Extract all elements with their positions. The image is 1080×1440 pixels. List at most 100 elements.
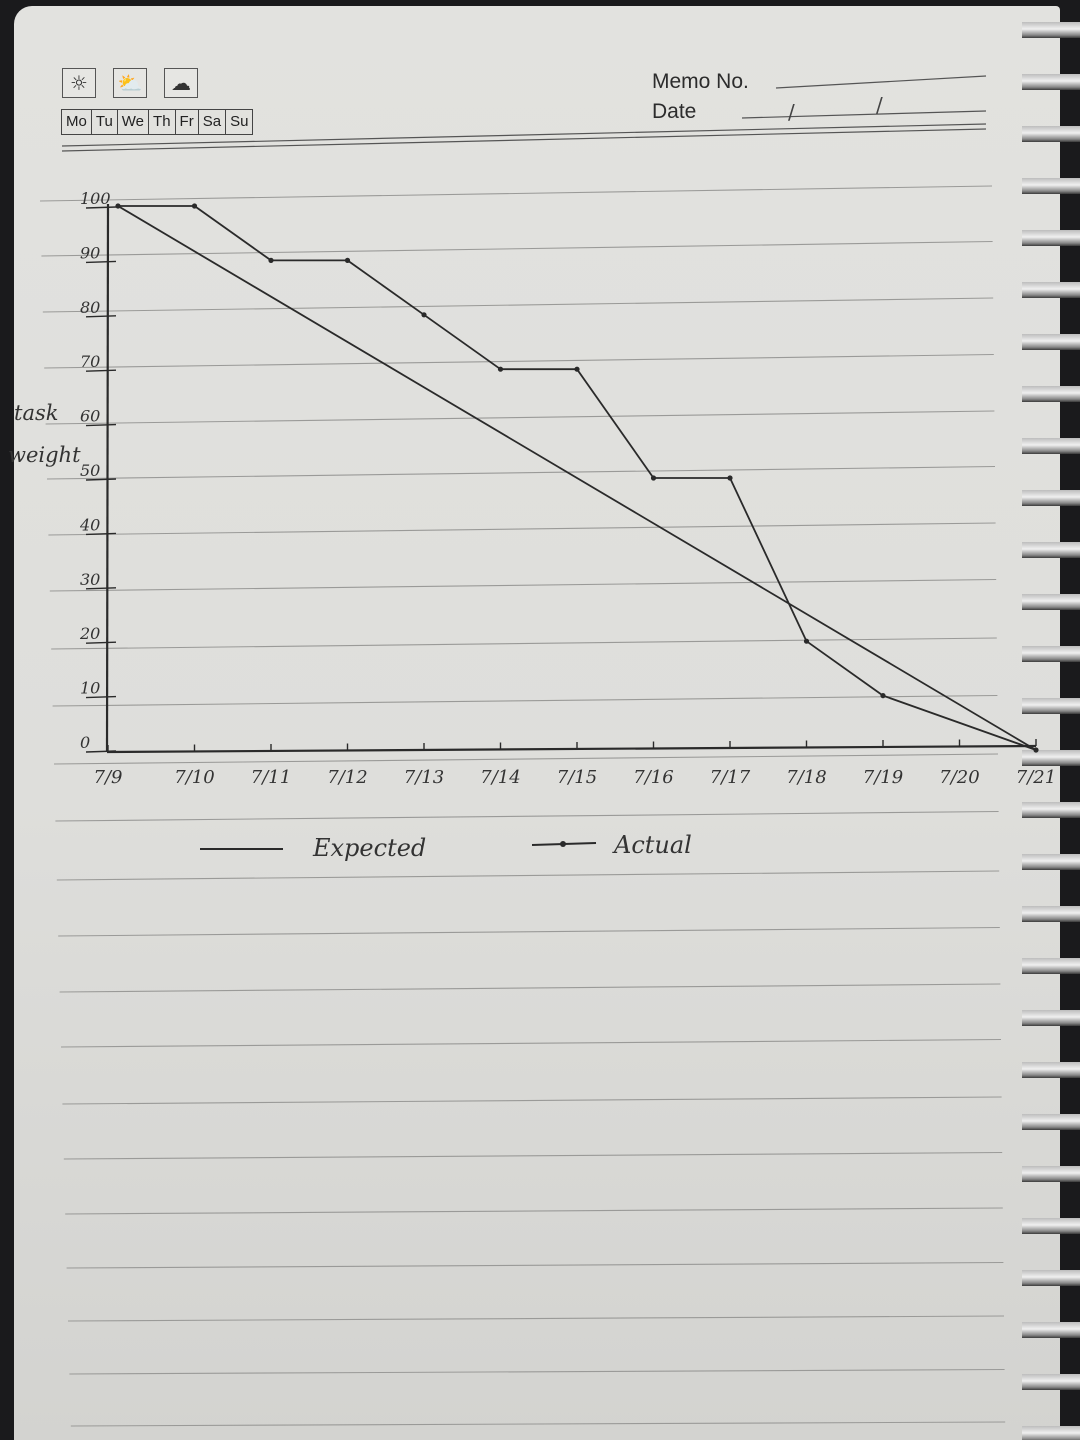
x-tick-label: 7/10 <box>174 767 214 788</box>
header-rule-top <box>61 123 987 147</box>
y-tick-label: 60 <box>80 407 100 426</box>
day-we: We <box>118 110 150 134</box>
data-point-actual <box>191 203 198 209</box>
memo-number-label: Memo No. <box>652 70 749 93</box>
date-slash-2: / <box>876 93 883 117</box>
y-tick-mark <box>85 260 117 264</box>
day-fr: Fr <box>176 110 199 134</box>
ruled-line <box>60 1038 1002 1048</box>
y-tick-mark <box>85 532 117 536</box>
y-tick-label: 40 <box>79 515 100 534</box>
date-underline <box>741 110 987 119</box>
day-tu: Tu <box>92 110 118 134</box>
data-point-actual <box>803 638 810 644</box>
spiral-binding <box>1022 0 1080 1440</box>
y-tick-label: 10 <box>80 679 100 698</box>
ruled-line <box>66 1261 1004 1269</box>
day-mo: Mo <box>62 110 92 134</box>
series-layer <box>115 203 1039 753</box>
ruled-line <box>59 983 1001 993</box>
y-tick-label: 70 <box>80 352 100 371</box>
data-point-actual <box>650 475 657 481</box>
ruled-line <box>63 1151 1003 1160</box>
notebook-page <box>14 6 1060 1440</box>
y-tick-mark <box>85 423 117 427</box>
series-line-expected <box>117 205 1037 751</box>
y-tick-label: 100 <box>80 189 111 208</box>
memo-number-underline <box>775 75 987 89</box>
y-tick-mark <box>85 641 117 644</box>
rain-cloud-icon: ☁ <box>164 68 198 98</box>
y-tick-label: 30 <box>80 570 100 589</box>
ruled-line <box>45 410 995 425</box>
partly-cloudy-icon: ⛅ <box>113 68 147 98</box>
legend-actual-label: Actual <box>612 831 692 859</box>
y-tick-mark <box>85 478 117 481</box>
y-axis-ticks: 0 10 20 30 40 50 60 70 80 90 100 <box>79 189 117 753</box>
x-tick-label: 7/11 <box>251 767 291 788</box>
ruled-line <box>42 297 994 313</box>
ruled-line <box>70 1421 1006 1427</box>
y-axis <box>105 203 110 753</box>
x-tick-label: 7/17 <box>710 767 751 788</box>
legend-expected-label: Expected <box>312 834 426 862</box>
sun-icon: ☼ <box>62 68 96 98</box>
ruled-line <box>55 810 999 822</box>
y-tick-mark <box>85 315 117 318</box>
date-label: Date <box>652 100 697 123</box>
ruled-line <box>69 1368 1005 1375</box>
ruled-line <box>56 870 1000 881</box>
y-tick-mark <box>85 369 117 372</box>
ruled-line <box>46 465 996 480</box>
y-tick-mark <box>85 695 117 699</box>
y-axis-label-weight: weight <box>8 443 81 467</box>
ruled-line <box>53 753 999 765</box>
ruled-line <box>44 353 994 369</box>
x-tick-label: 7/13 <box>404 767 444 788</box>
data-point-actual <box>497 366 504 372</box>
ruled-line <box>39 185 993 202</box>
x-tick-label: 7/18 <box>786 767 826 788</box>
chart-legend: Expected Actual <box>200 831 692 862</box>
ruled-line <box>58 926 1000 937</box>
y-axis-label-task: task <box>14 401 58 425</box>
x-tick-label: 7/20 <box>939 767 979 788</box>
y-tick-label: 80 <box>80 298 100 317</box>
y-tick-label: 90 <box>80 243 100 262</box>
ruled-line <box>48 522 996 536</box>
data-point-actual <box>880 693 886 699</box>
x-axis-ticks: 7/9 7/10 7/11 7/12 7/13 7/14 7/15 7/16 7/17 7/18 7… <box>94 739 1056 788</box>
legend-actual-marker <box>560 841 566 847</box>
series-line-actual <box>118 205 1037 751</box>
y-tick-mark <box>85 587 117 590</box>
ruled-line <box>49 578 997 592</box>
data-point-actual <box>574 366 580 372</box>
x-axis <box>106 744 1037 754</box>
data-point-actual <box>727 475 733 481</box>
y-tick-label: 20 <box>79 624 100 643</box>
x-tick-label: 7/21 <box>1016 767 1056 788</box>
y-tick-mark <box>85 750 117 753</box>
x-tick-label: 7/16 <box>633 767 673 788</box>
y-tick-mark <box>85 206 117 209</box>
day-su: Su <box>230 113 249 130</box>
data-point-actual <box>344 257 351 263</box>
ruled-line <box>51 637 997 650</box>
data-point-actual <box>268 257 274 263</box>
x-tick-label: 7/9 <box>94 767 123 788</box>
x-tick-label: 7/15 <box>557 767 597 788</box>
ruled-line <box>67 1315 1005 1322</box>
x-tick-label: 7/19 <box>863 767 903 788</box>
x-tick-label: 7/14 <box>480 767 520 788</box>
day-sa: Sa <box>199 110 227 134</box>
date-slash-1: / <box>788 100 795 124</box>
ruled-line <box>62 1096 1002 1105</box>
ruled-line <box>41 240 993 257</box>
x-tick-label: 7/12 <box>327 767 367 788</box>
data-point-actual <box>1033 747 1039 753</box>
ruled-line <box>65 1207 1003 1215</box>
ruled-lines <box>39 185 1006 1427</box>
ruled-line <box>52 694 998 707</box>
